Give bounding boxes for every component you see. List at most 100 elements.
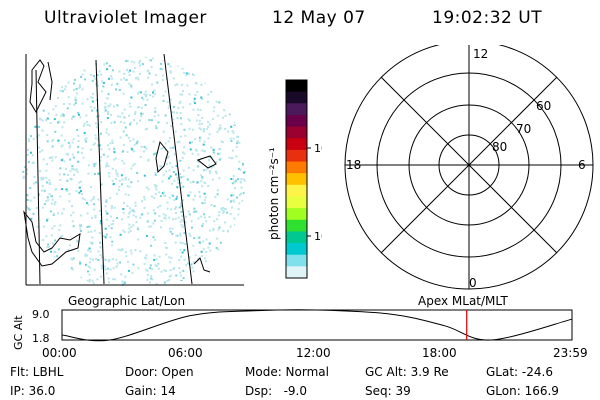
uv-dot [223,258,226,261]
uv-dot [191,226,193,229]
uv-dot [82,124,85,127]
uv-dot [46,134,49,136]
uv-dot [154,152,157,155]
uv-dot [137,267,140,270]
uv-dot [224,221,226,224]
uv-dot [128,212,131,215]
uv-dot [166,201,169,204]
uv-dot [128,102,131,105]
uv-dot [190,60,192,63]
uv-dot [30,53,32,55]
uv-dot [120,78,123,81]
uv-dot [69,177,72,180]
uv-dot [41,256,44,259]
uv-dot [151,195,153,198]
uv-dot [198,123,201,126]
uv-dot [22,56,25,57]
uv-dot [241,164,244,167]
uv-dot [174,212,177,214]
coastline [29,59,47,114]
uv-dot [217,64,220,67]
uv-dot [69,170,72,173]
uv-dot [48,266,51,269]
uv-dot [150,275,153,277]
uv-dot [148,119,151,121]
uv-dot [215,64,218,67]
uv-dot [58,120,61,123]
uv-dot [77,160,80,163]
uv-dot [57,248,60,251]
uv-dot [73,103,76,106]
uv-dot [158,56,161,57]
uv-dot [111,139,114,142]
uv-dot [174,241,177,244]
uv-dot [205,127,208,130]
uv-dot [237,109,240,112]
uv-dot [165,253,168,256]
uv-dot [57,264,60,267]
uv-dot [119,261,122,264]
uv-dot [153,258,156,261]
uv-dot [64,85,67,88]
uv-dot [90,148,93,151]
uv-dot [184,134,187,137]
uv-dot [88,261,91,264]
uv-dot [119,136,122,139]
uv-dot [64,275,67,278]
uv-dot [49,81,52,84]
timeline-xtick-1200: 12:00 [296,346,331,360]
uv-dot [122,229,125,232]
uv-dot [49,268,52,271]
uv-dot [218,128,221,131]
uv-dot [166,122,169,124]
uv-dot [52,263,55,266]
uv-dot [214,56,217,58]
uv-dot [161,68,164,70]
uv-dot [210,166,213,169]
uv-dot [77,112,80,115]
uv-dot [150,59,152,62]
uv-dot [66,107,69,110]
uv-dot [32,182,35,185]
uv-dot [179,181,182,184]
uv-dot [104,268,107,271]
uv-dot [54,79,57,82]
uv-dot [162,56,164,59]
uv-dot [191,67,194,70]
uv-dot [41,239,44,241]
uv-dot [196,108,199,111]
uv-dot [208,269,211,272]
uv-dot [155,283,158,285]
uv-dot [35,207,38,209]
uv-dot [112,219,115,222]
uv-dot [61,86,63,89]
uv-dot [245,240,246,243]
uv-dot [209,171,212,174]
uv-dot [207,278,210,281]
uv-dot [112,258,115,261]
uv-dot [163,191,166,194]
uv-dot [26,87,29,90]
mlt-label-18: 18 [346,158,361,172]
uv-dot [151,278,154,281]
uv-dot [22,170,25,173]
uv-dot [187,210,190,213]
uv-dot [124,251,127,254]
uv-dot [228,254,231,257]
uv-dot [42,206,44,209]
uv-dot [61,90,64,93]
uv-dot [43,189,46,192]
uv-dot [201,177,204,180]
uv-dot [39,170,42,173]
uv-dot [115,169,117,172]
uv-dot [241,213,244,216]
uv-dot [193,278,196,281]
uv-dot [200,250,203,253]
uv-dot [104,236,107,239]
colorbar-swatch [286,138,307,151]
uv-dot [212,148,215,151]
uv-dot [162,100,165,102]
uv-dot [237,100,240,103]
uv-dot [48,156,51,159]
uv-dot [160,147,163,150]
